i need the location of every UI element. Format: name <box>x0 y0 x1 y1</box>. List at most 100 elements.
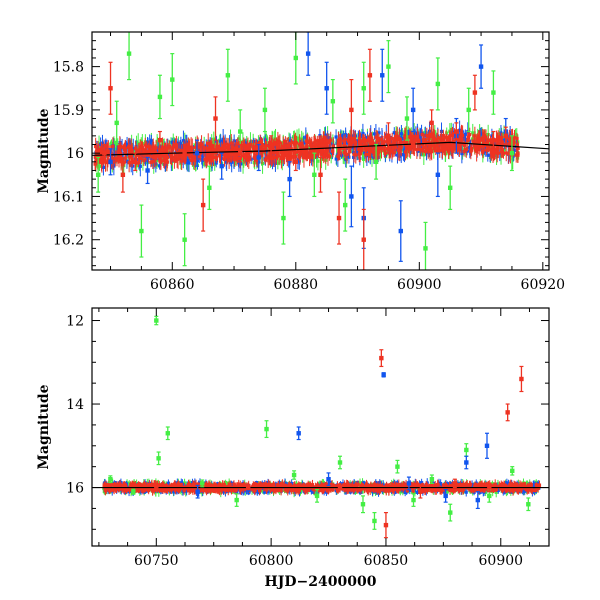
x-tick-label: 60750 <box>134 553 179 569</box>
y-axis-label: Magnitude <box>36 384 52 469</box>
data-point <box>435 81 441 87</box>
data-point <box>213 116 218 121</box>
data-point <box>133 159 138 165</box>
data-point <box>293 159 298 165</box>
data-point <box>466 107 471 113</box>
data-point <box>435 172 441 177</box>
y-tick-label: 16 <box>66 146 84 162</box>
data-point <box>373 159 379 165</box>
data-point <box>312 172 317 177</box>
data-point <box>314 493 320 499</box>
x-tick-label: 60920 <box>521 277 566 293</box>
plot-frame <box>91 307 550 547</box>
data-point <box>381 372 386 378</box>
data-point <box>219 163 224 169</box>
data-point <box>464 447 469 453</box>
data-point <box>108 159 113 165</box>
series-green <box>108 315 531 530</box>
data-point <box>410 142 416 147</box>
data-point <box>349 194 354 199</box>
data-point <box>120 172 126 177</box>
data-point <box>526 502 531 507</box>
data-point <box>484 443 490 448</box>
x-tick-label: 60880 <box>274 277 319 293</box>
data-point <box>234 497 239 503</box>
plot-area <box>92 315 549 539</box>
data-point <box>337 460 343 465</box>
data-point <box>154 485 159 490</box>
data-point <box>200 202 206 208</box>
data-point <box>337 485 343 490</box>
data-point <box>225 73 231 78</box>
data-point <box>268 142 274 147</box>
x-tick-label: 60850 <box>364 553 409 569</box>
data-point <box>383 522 389 528</box>
data-point <box>114 120 119 126</box>
data-point <box>503 133 508 139</box>
data-point <box>478 64 484 69</box>
data-point <box>156 456 161 461</box>
data-point <box>443 493 448 499</box>
plot-frame <box>91 31 550 271</box>
data-point <box>418 489 423 494</box>
data-point <box>170 77 175 82</box>
y-axis-label: Magnitude <box>36 108 52 193</box>
data-point <box>330 99 336 104</box>
data-point <box>343 202 348 208</box>
data-point <box>245 485 251 490</box>
series-red <box>154 349 524 539</box>
data-point <box>386 64 391 69</box>
y-tick-label: 15.9 <box>53 103 84 119</box>
data-point <box>126 51 132 56</box>
data-point <box>411 497 416 503</box>
data-point <box>464 460 469 465</box>
plot-area <box>92 32 549 270</box>
data-point <box>487 485 492 490</box>
data-point <box>509 150 515 156</box>
series-red <box>102 48 508 270</box>
data-point <box>505 410 510 415</box>
x-tick-label: 60900 <box>397 277 442 293</box>
data-point <box>287 176 292 182</box>
data-point <box>95 172 101 177</box>
top-panel: 60860 60880 60900 60920 15.8 15.9 16 16.1 16.2 Ma… <box>36 31 566 293</box>
data-point <box>131 489 136 494</box>
data-point <box>262 107 268 113</box>
data-point <box>296 431 301 436</box>
data-point <box>281 215 286 221</box>
data-point <box>108 476 113 482</box>
data-point <box>238 129 243 134</box>
data-point <box>491 137 496 143</box>
data-point <box>200 481 205 486</box>
data-point <box>360 502 366 507</box>
data-point <box>145 168 150 173</box>
y-tick-label: 16 <box>66 481 84 497</box>
data-point <box>510 468 515 474</box>
data-point <box>395 464 400 469</box>
data-point <box>491 90 496 95</box>
data-point <box>404 116 410 121</box>
data-point <box>326 476 331 482</box>
data-point <box>349 107 354 113</box>
data-point <box>454 129 459 134</box>
data-point <box>447 185 453 190</box>
data-point <box>475 497 481 503</box>
data-point <box>256 155 261 160</box>
y-tick-label: 12 <box>66 314 84 330</box>
data-point <box>452 481 458 486</box>
data-point <box>182 237 187 242</box>
data-point <box>238 150 243 156</box>
data-point <box>429 476 435 482</box>
data-point <box>324 86 329 91</box>
data-point <box>305 51 311 56</box>
data-point <box>207 185 212 190</box>
data-point <box>361 237 366 242</box>
data-point <box>379 355 384 361</box>
x-tick-label: 60860 <box>150 277 195 293</box>
data-point <box>423 246 428 251</box>
y-tick-label: 16.1 <box>53 189 84 205</box>
data-point <box>386 133 391 139</box>
data-point <box>361 86 366 91</box>
data-point <box>487 493 492 499</box>
data-point <box>154 318 159 323</box>
